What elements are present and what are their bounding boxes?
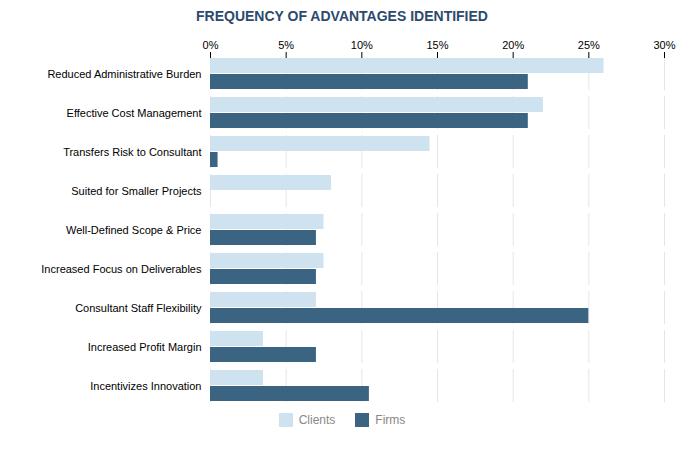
svg-text:Effective Cost Management: Effective Cost Management [67,107,202,119]
svg-text:Consultant Staff Flexibility: Consultant Staff Flexibility [75,302,202,314]
svg-text:15%: 15% [426,39,448,51]
svg-text:20%: 20% [502,39,524,51]
svg-text:Increased Profit Margin: Increased Profit Margin [88,341,202,353]
html-text:Clients: Clients [298,413,336,427]
svg-text:Reduced Administrative Burden: Reduced Administrative Burden [47,68,201,80]
svg-text:10%: 10% [351,39,373,51]
svg-text:25%: 25% [578,39,600,51]
svg-text:Transfers Risk to Consultant: Transfers Risk to Consultant [63,146,201,158]
svg-text:0%: 0% [203,39,219,51]
html-text:Firms: Firms [375,413,406,427]
svg-text:5%: 5% [278,39,294,51]
html-text:FREQUENCY OF ADVANTAGES IDENTI: FREQUENCY OF ADVANTAGES IDENTIFIED [196,8,488,24]
svg-text:Well-Defined Scope & Price: Well-Defined Scope & Price [66,224,202,236]
svg-text:Suited for Smaller Projects: Suited for Smaller Projects [71,185,202,197]
svg-text:30%: 30% [653,39,675,51]
svg-text:Incentivizes Innovation: Incentivizes Innovation [90,380,201,392]
svg-text:Increased Focus on Deliverable: Increased Focus on Deliverables [41,263,202,275]
